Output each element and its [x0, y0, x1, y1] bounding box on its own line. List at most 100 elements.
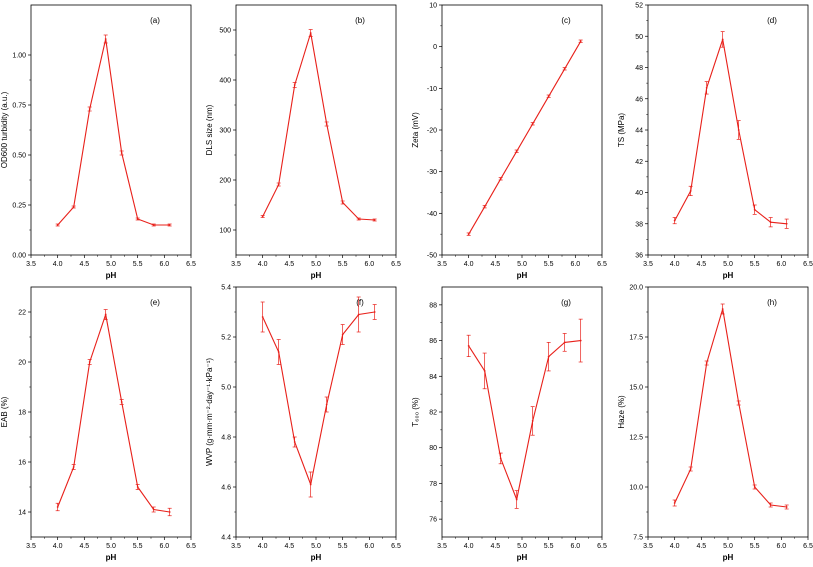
data-point — [531, 122, 534, 125]
x-tick-label: 5.0 — [723, 261, 733, 268]
x-tick-label: 3.5 — [26, 543, 36, 550]
y-tick-label: 17.5 — [629, 335, 643, 342]
plot-frame — [441, 286, 603, 538]
x-tick-label: 6.5 — [186, 543, 196, 550]
y-tick-label: 88 — [429, 302, 437, 309]
x-tick-label: 3.5 — [643, 261, 653, 268]
x-axis-label: pH — [311, 553, 322, 562]
y-tick-label: 42 — [635, 159, 643, 166]
x-axis-label: pH — [723, 553, 734, 562]
data-point — [531, 420, 534, 422]
data-point — [563, 67, 566, 70]
data-point — [689, 190, 692, 192]
x-tick-label: 5.0 — [723, 543, 733, 550]
data-point — [309, 32, 312, 34]
x-tick-label: 3.5 — [437, 543, 447, 550]
series-line — [468, 340, 581, 502]
data-point — [721, 38, 724, 41]
x-tick-label: 6.0 — [159, 543, 169, 550]
x-tick-label: 3.5 — [231, 261, 241, 268]
x-tick-label: 3.5 — [231, 543, 241, 550]
x-tick-label: 4.0 — [464, 543, 474, 550]
y-tick-label: 36 — [635, 253, 643, 260]
y-tick-label: 100 — [219, 228, 231, 235]
plot-frame — [647, 4, 809, 256]
y-tick-label: 80 — [429, 445, 437, 452]
data-point — [515, 150, 518, 153]
panel-label: (c) — [561, 16, 571, 25]
y-axis-label: EAB (%) — [0, 396, 9, 427]
y-tick-label: 0.50 — [12, 153, 26, 160]
series-line — [674, 39, 787, 225]
chart-panel: 3.5 4.0 4.5 5.0 5.5 6.0 6.5 -50 -40 -30 -20 -10 0 10 p… — [411, 3, 607, 281]
y-tick-label: 15.0 — [629, 385, 643, 392]
data-point — [753, 486, 756, 488]
y-tick-label: 44 — [635, 128, 643, 135]
x-tick-label: 4.5 — [490, 261, 500, 268]
y-tick-label: 76 — [429, 517, 437, 524]
y-tick-label: 18 — [18, 410, 26, 417]
y-axis-label: OD600 turbidity (a.u.) — [0, 91, 9, 168]
x-tick-label: 5.5 — [750, 261, 760, 268]
y-tick-label: 78 — [429, 481, 437, 488]
y-tick-label: 5.2 — [221, 335, 231, 342]
x-tick-label: 6.5 — [186, 261, 196, 268]
data-point — [325, 123, 328, 125]
data-point — [579, 40, 582, 43]
data-point — [293, 441, 296, 443]
data-point — [341, 333, 344, 336]
y-tick-label: 0.25 — [12, 203, 26, 210]
chart-panel: 3.5 4.0 4.5 5.0 5.5 6.0 6.5 14 16 18 20 22 pH EAB (%)… — [0, 286, 196, 562]
x-tick-label: 6.5 — [803, 261, 813, 268]
x-tick-label: 6.0 — [776, 543, 786, 550]
x-tick-label: 4.0 — [464, 261, 474, 268]
data-point — [785, 506, 788, 508]
x-tick-label: 4.5 — [79, 261, 89, 268]
panel-label: (b) — [355, 16, 365, 25]
data-point — [341, 201, 344, 204]
data-point — [373, 311, 376, 313]
data-point — [483, 205, 486, 208]
y-tick-label: 4.8 — [221, 435, 231, 442]
y-tick-label: 46 — [635, 96, 643, 103]
y-axis-label: Haze (%) — [617, 395, 626, 429]
y-tick-label: 82 — [429, 410, 437, 417]
data-point — [72, 466, 75, 468]
data-point — [467, 233, 470, 236]
y-tick-label: 14 — [18, 510, 26, 517]
data-point — [136, 486, 139, 488]
x-tick-label: 6.5 — [597, 261, 607, 268]
y-tick-label: 300 — [219, 128, 231, 135]
x-tick-label: 6.5 — [803, 543, 813, 550]
data-point — [277, 183, 280, 186]
data-point — [673, 219, 676, 222]
y-tick-label: 20 — [18, 360, 26, 367]
plot-frame — [30, 286, 192, 538]
y-axis-label: TS (MPa) — [617, 113, 626, 148]
x-tick-label: 5.5 — [544, 261, 554, 268]
data-point — [120, 152, 123, 154]
chart-panel: 3.5 4.0 4.5 5.0 5.5 6.0 6.5 0.00 0.25 0.50 0.75 1.0… — [0, 4, 196, 280]
y-tick-label: 22 — [18, 310, 26, 317]
y-tick-label: 400 — [219, 78, 231, 85]
y-tick-label: 40 — [635, 190, 643, 197]
x-tick-label: 6.5 — [391, 543, 401, 550]
data-point — [705, 86, 708, 89]
data-point — [261, 316, 264, 318]
y-tick-label: 5.0 — [221, 385, 231, 392]
x-tick-label: 5.0 — [106, 261, 116, 268]
data-point — [689, 468, 692, 470]
data-point — [547, 355, 550, 358]
x-tick-label: 5.0 — [106, 543, 116, 550]
x-tick-label: 5.0 — [311, 543, 321, 550]
x-tick-label: 4.0 — [670, 543, 680, 550]
y-tick-label: 20.0 — [629, 285, 643, 292]
panel-label: (f) — [356, 298, 364, 307]
y-tick-label: 84 — [429, 374, 437, 381]
series-line — [674, 308, 787, 508]
plot-frame — [235, 286, 397, 538]
data-point — [88, 108, 91, 110]
y-axis-label: Zeta (mV) — [411, 112, 420, 148]
data-point — [277, 351, 280, 353]
x-tick-label: 5.5 — [338, 543, 348, 550]
